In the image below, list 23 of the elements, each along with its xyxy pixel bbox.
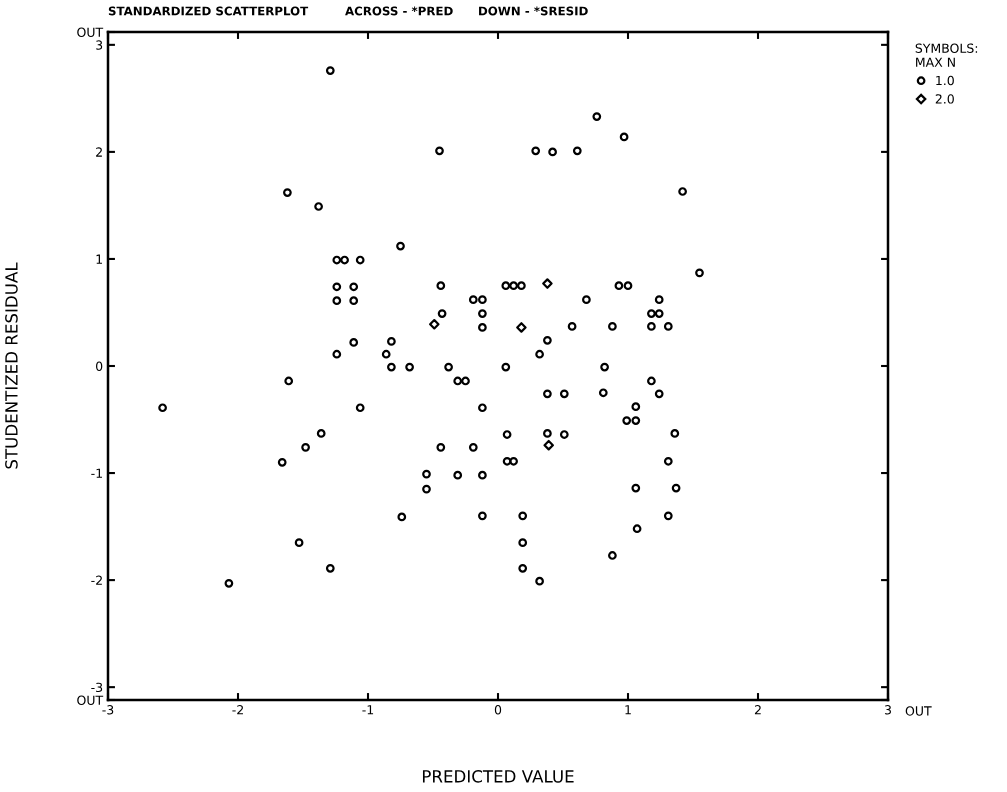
chart-subtitle: ACROSS - *PRED DOWN - *SRESID — [345, 6, 588, 16]
x-tick-label: -2 — [232, 705, 243, 715]
y-tick-label: 0 — [96, 361, 103, 371]
y-tick-label: 3 — [96, 40, 103, 50]
x-tick-label: 2 — [754, 705, 761, 715]
x-tick-label: -1 — [362, 705, 374, 715]
y-tick-label: -3 — [91, 682, 103, 693]
legend-label: 2.0 — [935, 94, 954, 104]
legend-title: SYMBOLS: MAX N — [915, 43, 978, 67]
text: OUT — [905, 706, 932, 716]
y-tick-label: 1 — [96, 254, 102, 264]
y-tick-label: OUT — [77, 27, 104, 37]
y-tick-label: -1 — [91, 468, 102, 478]
x-axis-title: PREDICTED VALUE — [422, 770, 574, 783]
y-tick-label: -2 — [91, 575, 102, 585]
x-tick-label: 0 — [494, 705, 502, 715]
x-tick-label: 1 — [625, 705, 631, 715]
y-axis-title: STUDENTIZED RESIDUAL — [5, 262, 18, 469]
y-tick-label: OUT — [77, 695, 104, 705]
legend-label: 1.0 — [936, 75, 954, 86]
chart-title: STANDARDIZED SCATTERPLOT — [108, 6, 309, 16]
x-tick-label: 3 — [884, 705, 891, 715]
y-tick-label: 2 — [96, 147, 102, 157]
